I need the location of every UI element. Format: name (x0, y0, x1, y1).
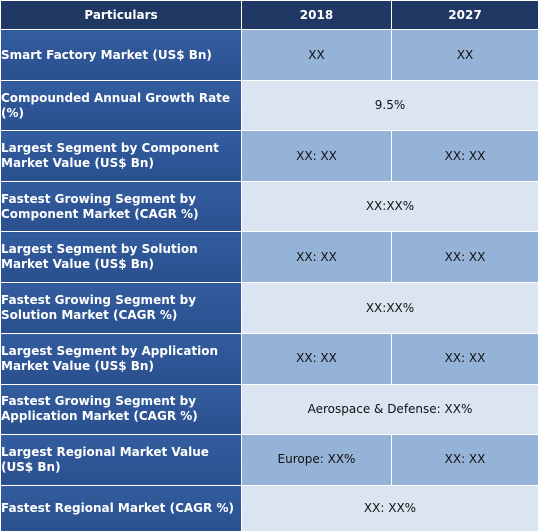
column-header-particulars: Particulars (0, 0, 242, 30)
value-2027: XX: XX (391, 130, 538, 183)
row-label: Compounded Annual Growth Rate (%) (0, 80, 242, 132)
row-label: Largest Segment by Application Market Va… (0, 332, 242, 385)
value-2018: Europe: XX% (241, 433, 392, 486)
value-2027: XX: XX (391, 332, 538, 385)
row-label: Smart Factory Market (US$ Bn) (0, 28, 242, 82)
table-row: Largest Segment by Component Market Valu… (0, 130, 538, 183)
merged-value: 9.5% (241, 80, 538, 132)
column-header-2027: 2027 (391, 0, 538, 30)
table-header-row: Particulars 2018 2027 (0, 0, 538, 30)
value-2027: XX: XX (391, 433, 538, 486)
row-label: Largest Segment by Solution Market Value… (0, 231, 242, 284)
table-row: Compounded Annual Growth Rate (%) 9.5% (0, 80, 538, 132)
table-row: Largest Segment by Solution Market Value… (0, 231, 538, 284)
row-label: Largest Regional Market Value (US$ Bn) (0, 433, 242, 486)
value-2018: XX: XX (241, 332, 392, 385)
value-2018: XX: XX (241, 130, 392, 183)
row-label: Fastest Growing Segment by Application M… (0, 383, 242, 435)
value-2018: XX: XX (241, 231, 392, 284)
column-header-2018: 2018 (241, 0, 392, 30)
row-label: Largest Segment by Component Market Valu… (0, 130, 242, 183)
merged-value: Aerospace & Defense: XX% (241, 383, 538, 435)
merged-value: XX:XX% (241, 282, 538, 334)
table-row: Fastest Growing Segment by Solution Mark… (0, 282, 538, 334)
table-row: Largest Segment by Application Market Va… (0, 332, 538, 385)
value-2027: XX: XX (391, 231, 538, 284)
table-row: Smart Factory Market (US$ Bn) XX XX (0, 28, 538, 82)
row-label: Fastest Growing Segment by Solution Mark… (0, 282, 242, 334)
merged-value: XX: XX% (241, 484, 538, 532)
row-label: Fastest Regional Market (CAGR %) (0, 484, 242, 532)
merged-value: XX:XX% (241, 181, 538, 233)
value-2027: XX (391, 28, 538, 82)
table-row: Fastest Regional Market (CAGR %) XX: XX% (0, 484, 538, 532)
row-label: Fastest Growing Segment by Component Mar… (0, 181, 242, 233)
table-row: Fastest Growing Segment by Component Mar… (0, 181, 538, 233)
table-row: Largest Regional Market Value (US$ Bn) E… (0, 433, 538, 486)
value-2018: XX (241, 28, 392, 82)
table-row: Fastest Growing Segment by Application M… (0, 383, 538, 435)
